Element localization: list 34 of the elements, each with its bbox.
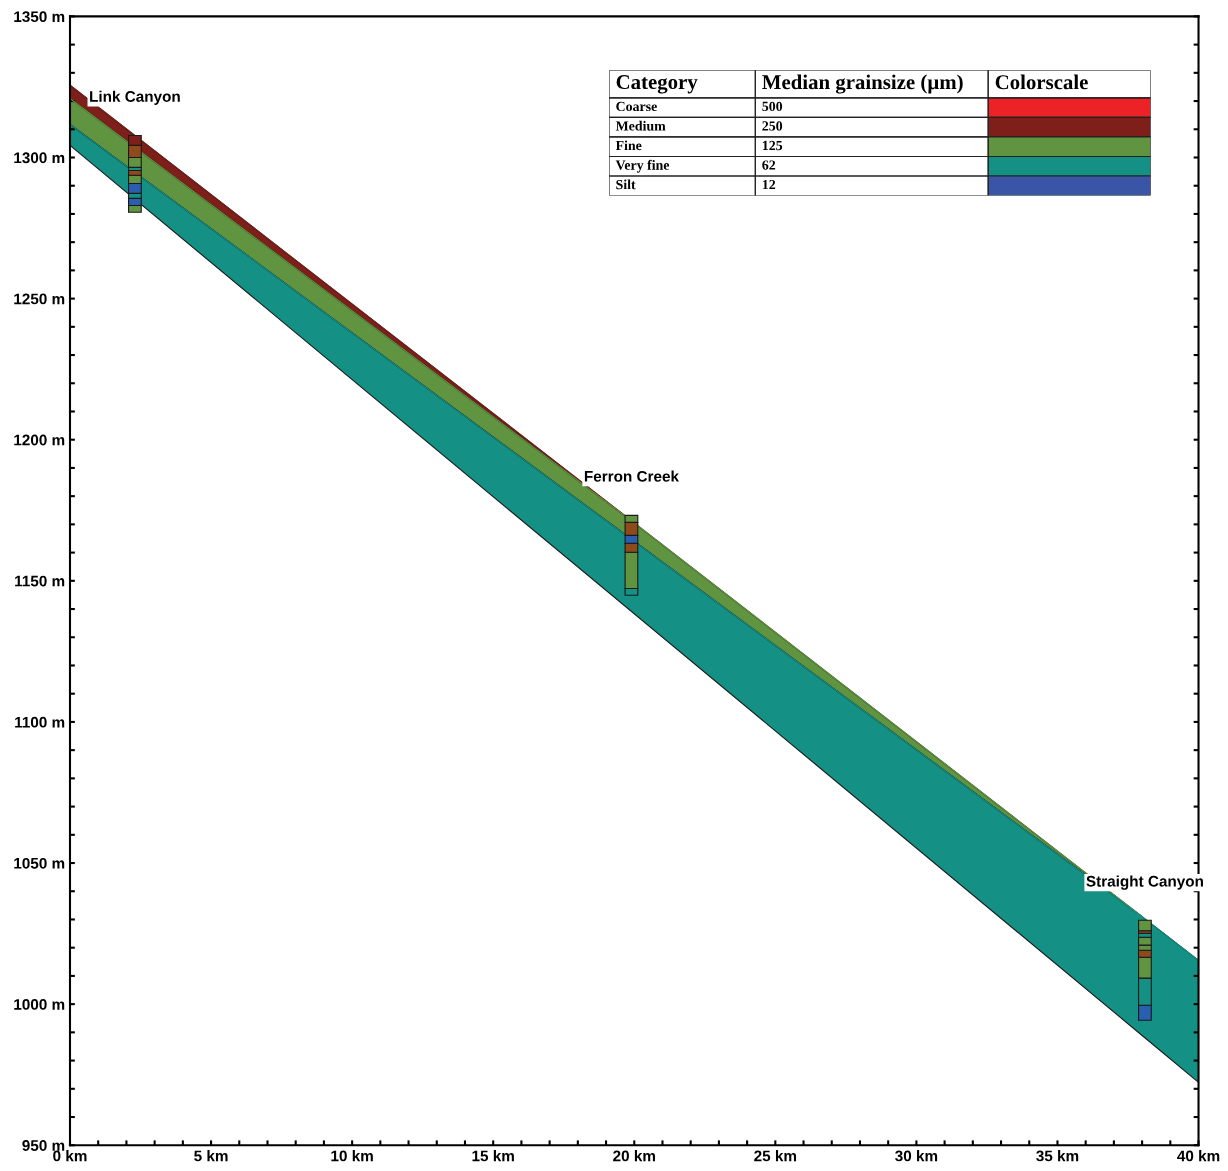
data-label: 12: [762, 179, 776, 190]
x-tick-label: 30 km: [895, 1150, 938, 1162]
y-tick-label: 1350 m: [14, 11, 65, 23]
x-tick-label: 35 km: [1036, 1150, 1079, 1162]
y-tick-label: 1200 m: [14, 434, 65, 446]
annotation: Colorscale: [995, 74, 1088, 90]
data-label: 250: [762, 121, 783, 131]
y-tick-label: 1100 m: [15, 716, 65, 728]
x-tick-label: 25 km: [754, 1150, 797, 1162]
annotation: Category: [616, 75, 698, 94]
data-label: 500: [762, 101, 783, 112]
data-label: 62: [762, 160, 776, 170]
x-tick-label: 5 km: [194, 1150, 228, 1162]
data-label: 125: [762, 140, 783, 151]
category-label: Silt: [616, 179, 636, 190]
annotation: Straight Canyon: [1086, 875, 1203, 890]
category-label: Very fine: [615, 159, 670, 173]
annotation: Ferron Creek: [584, 470, 680, 482]
category-label: Fine: [615, 140, 642, 151]
y-tick-label: 1050 m: [14, 857, 65, 869]
x-tick-label: 20 km: [613, 1150, 655, 1162]
category-label: Coarse: [616, 101, 657, 112]
y-tick-label: 1300 m: [14, 152, 65, 164]
y-tick-label: 1000 m: [14, 999, 65, 1010]
x-tick-label: 0 km: [53, 1150, 87, 1162]
annotation: Link Canyon: [90, 90, 180, 105]
category-label: Medium: [615, 120, 666, 131]
y-tick-label: 950 m: [22, 1140, 65, 1151]
y-tick-label: 1250 m: [14, 293, 65, 305]
x-tick-label: 15 km: [472, 1150, 514, 1162]
y-tick-label: 1150 m: [15, 575, 65, 587]
annotation: Median grainsize (µm): [762, 74, 963, 94]
x-tick-label: 10 km: [331, 1150, 373, 1162]
x-tick-label: 40 km: [1177, 1150, 1220, 1162]
